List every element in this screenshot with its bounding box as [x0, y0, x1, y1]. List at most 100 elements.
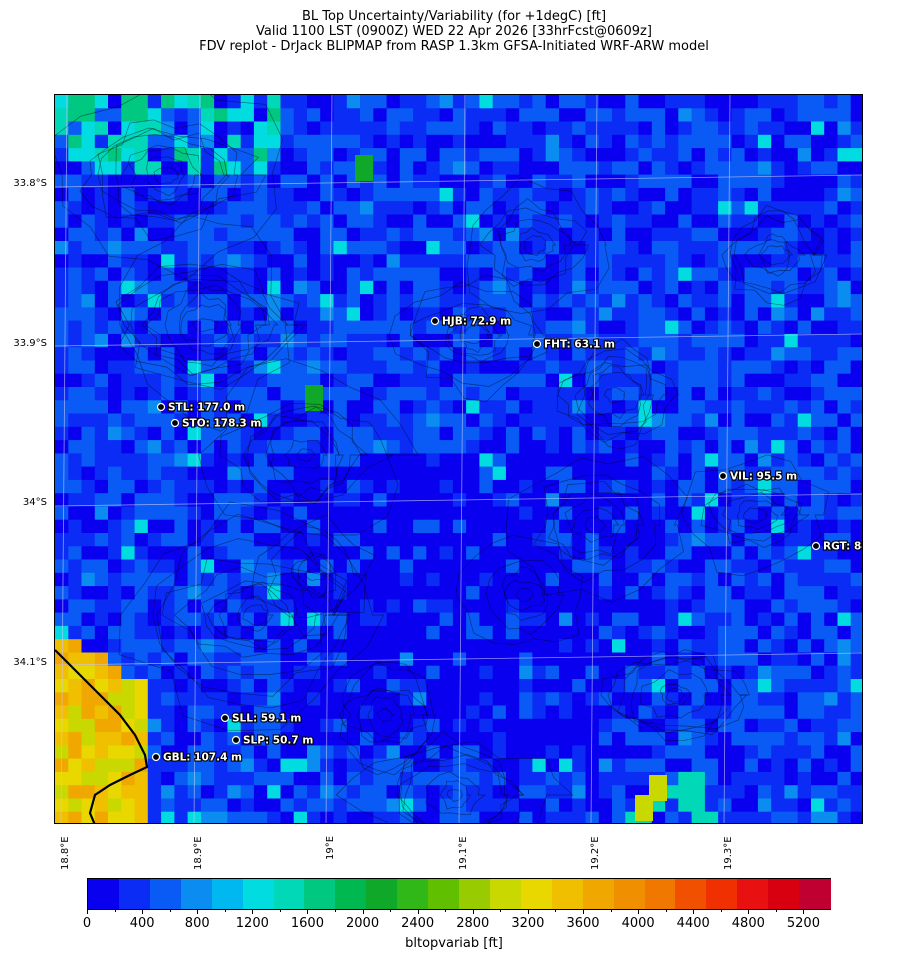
heatmap-cell [797, 559, 812, 574]
heatmap-cell [187, 201, 202, 215]
heatmap-cell [691, 227, 706, 242]
heatmap-cell [240, 134, 255, 149]
heatmap-cell [492, 400, 507, 415]
heatmap-cell [691, 254, 706, 269]
heatmap-cell [744, 360, 759, 375]
heatmap-cell [439, 453, 454, 468]
colorbar-tick-label: 2800 [456, 916, 490, 931]
colorbar-swatch [366, 879, 398, 909]
station-marker[interactable] [718, 471, 728, 481]
heatmap-cell [466, 466, 480, 481]
contour-line [242, 604, 268, 627]
heatmap-cell [771, 811, 785, 823]
heatmap-cell [280, 254, 295, 269]
station-marker[interactable] [156, 402, 166, 412]
heatmap-cell [479, 732, 494, 746]
heatmap-cell [492, 373, 507, 388]
heatmap-cell [784, 639, 799, 653]
heatmap-cell [559, 718, 573, 733]
heatmap-cell [744, 453, 759, 468]
heatmap-cell [293, 506, 308, 521]
station-marker[interactable] [430, 316, 440, 326]
station-marker[interactable] [532, 339, 542, 349]
heatmap-cell [307, 586, 321, 600]
heatmap-cell [94, 121, 109, 136]
station-marker[interactable] [231, 735, 241, 745]
station-marker[interactable] [220, 713, 230, 723]
heatmap-cell [280, 586, 295, 600]
contour-line [446, 789, 464, 803]
heatmap-cell [81, 546, 96, 561]
heatmap-cell [492, 546, 507, 561]
heatmap-cell [837, 758, 852, 773]
heatmap-cell [545, 267, 560, 282]
heatmap-cell [638, 227, 653, 242]
heatmap-cell [811, 612, 825, 627]
heatmap-cell [227, 718, 242, 733]
heatmap-cell [307, 201, 321, 215]
heatmap-cell [68, 771, 83, 786]
heatmap-cell [108, 546, 122, 561]
heatmap-cell [320, 453, 334, 468]
heatmap-cell [108, 360, 122, 375]
heatmap-cell [68, 254, 83, 269]
heatmap-cell [797, 161, 812, 176]
heatmap-cell [240, 639, 255, 653]
heatmap-cell [161, 121, 175, 136]
longitude-gridline [325, 95, 333, 823]
heatmap-cell [704, 108, 719, 123]
heatmap-cell [360, 294, 374, 308]
contour-line [377, 707, 395, 722]
heatmap-cell [651, 227, 666, 242]
heatmap-cell [811, 493, 825, 507]
heatmap-cell [784, 280, 799, 295]
heatmap-cell [731, 413, 746, 428]
heatmap-cell [850, 453, 862, 468]
heatmap-cell [797, 307, 812, 322]
heatmap-cell [519, 280, 533, 295]
heatmap-cell [466, 546, 480, 561]
heatmap-cell [267, 546, 281, 561]
colorbar-title: bltopvariab [ft] [405, 936, 503, 951]
heatmap-cell [360, 95, 374, 109]
heatmap-cell [545, 294, 560, 308]
heatmap-cell [320, 333, 334, 348]
heatmap-cell [187, 134, 202, 149]
heatmap-cell [718, 360, 732, 375]
heatmap-cell [572, 798, 586, 813]
heatmap-cell [850, 652, 862, 667]
heatmap-cell [121, 479, 136, 494]
heatmap-cell [784, 798, 799, 813]
heatmap-cell [413, 201, 427, 215]
heatmap-cell [744, 758, 759, 773]
map-plot-area[interactable]: HJB: 72.9 m FHT: 63.1 m STL: 177.0 m STO: 1… [54, 94, 863, 824]
heatmap-cell [505, 400, 520, 415]
heatmap-cell [227, 373, 242, 388]
heatmap-cell [121, 187, 136, 202]
heatmap-cell [413, 294, 427, 308]
heatmap-cell [572, 241, 586, 255]
heatmap-cell [174, 652, 189, 667]
heatmap-cell [559, 679, 573, 693]
heatmap-cell [731, 254, 746, 269]
heatmap-cell [68, 665, 83, 680]
heatmap-cell [174, 559, 189, 574]
heatmap-cell [466, 745, 480, 760]
station-marker[interactable] [151, 752, 161, 762]
heatmap-cell [837, 134, 852, 149]
heatmap-cell [293, 612, 308, 627]
heatmap-cell [187, 679, 202, 693]
heatmap-cell [492, 493, 507, 507]
heatmap-cell [452, 108, 467, 123]
heatmap-cell [267, 294, 281, 308]
heatmap-cell [94, 692, 109, 707]
heatmap-cell [267, 108, 281, 123]
heatmap-cell [147, 201, 162, 215]
heatmap-cell [492, 121, 507, 136]
station-marker[interactable] [170, 418, 180, 428]
heatmap-cell [731, 546, 746, 561]
heatmap-cell [187, 665, 202, 680]
heatmap-cell [824, 280, 838, 295]
heatmap-cell [572, 745, 586, 760]
station-marker[interactable] [811, 541, 821, 551]
